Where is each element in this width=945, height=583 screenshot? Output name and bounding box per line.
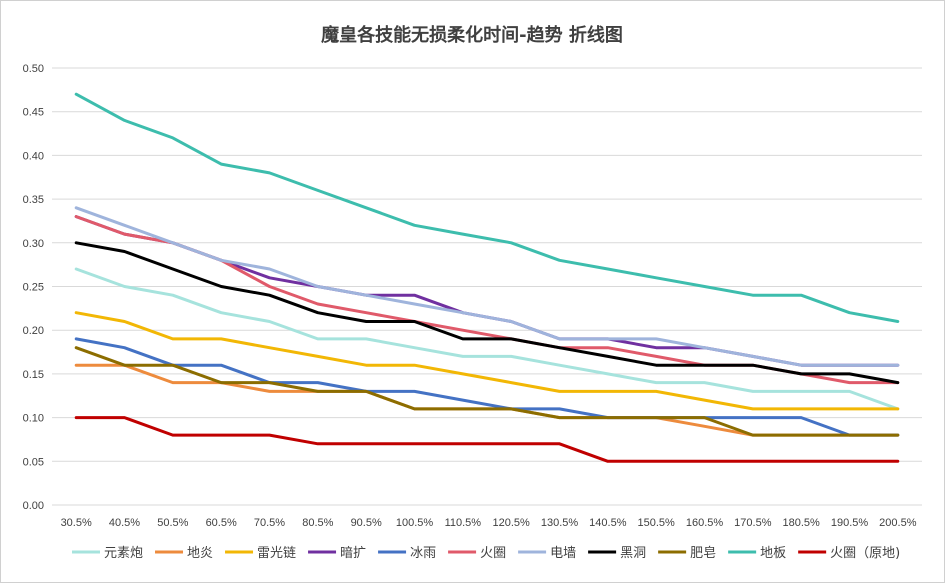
legend-label: 暗扩 (340, 546, 366, 561)
y-tick-label: 0.35 (23, 194, 44, 206)
series-line-2 (74, 311, 900, 411)
x-tick-label: 60.5% (206, 517, 237, 529)
y-axis-ticks: 0.00 0.05 0.10 0.15 0.20 0.25 0.30 0.35 0.40 0.45… (23, 63, 44, 512)
x-tick-label: 160.5% (686, 517, 724, 529)
series-line-0 (74, 267, 900, 411)
gridlines (52, 67, 922, 506)
chart-title: 魔皇各技能无损柔化时间-趋势 折线图 (321, 24, 623, 46)
x-tick-label: 90.5% (351, 517, 382, 529)
y-tick-label: 0.00 (23, 500, 44, 512)
x-tick-label: 150.5% (638, 517, 676, 529)
y-tick-label: 0.10 (23, 413, 44, 425)
legend-label: 冰雨 (410, 546, 436, 561)
y-tick-label: 0.40 (23, 150, 44, 162)
legend-label: 黑洞 (620, 546, 646, 561)
x-tick-label: 30.5% (61, 517, 92, 529)
x-tick-label: 100.5% (396, 517, 434, 529)
x-tick-label: 180.5% (783, 517, 821, 529)
y-tick-label: 0.30 (23, 238, 44, 250)
series-lines (74, 92, 900, 463)
x-tick-label: 140.5% (589, 517, 627, 529)
x-tick-label: 70.5% (254, 517, 285, 529)
x-tick-label: 40.5% (109, 517, 140, 529)
series-line-8 (74, 346, 900, 437)
y-tick-label: 0.20 (23, 325, 44, 337)
x-tick-label: 120.5% (493, 517, 531, 529)
x-tick-label: 200.5% (879, 517, 917, 529)
legend-label: 雷光链 (257, 546, 296, 561)
series-line-9 (74, 92, 900, 323)
x-tick-label: 130.5% (541, 517, 579, 529)
series-line-7 (74, 241, 900, 385)
series-line-10 (74, 416, 900, 463)
y-tick-label: 0.25 (23, 282, 44, 294)
legend: 元素炮 地炎 雷光链 暗扩 冰雨 火圈 电墙 黑洞 肥皂 地板 火圈（原地) (72, 546, 900, 561)
y-tick-label: 0.45 (23, 107, 44, 119)
legend-label: 肥皂 (690, 546, 716, 561)
series-line-6 (74, 206, 900, 367)
y-tick-label: 0.05 (23, 456, 44, 468)
x-tick-label: 80.5% (302, 517, 333, 529)
legend-label: 火圈（原地) (830, 546, 900, 561)
x-tick-label: 170.5% (734, 517, 772, 529)
series-line-4 (74, 337, 900, 437)
y-tick-label: 0.15 (23, 369, 44, 381)
legend-label: 元素炮 (104, 546, 143, 561)
x-tick-label: 190.5% (831, 517, 869, 529)
y-tick-label: 0.50 (23, 63, 44, 75)
x-tick-label: 110.5% (445, 517, 482, 529)
legend-label: 电墙 (550, 546, 576, 561)
legend-label: 地板 (760, 546, 786, 561)
x-tick-label: 50.5% (157, 517, 188, 529)
x-axis-ticks: 30.5% 40.5% 50.5% 60.5% 70.5% 80.5% 90.5% 100.5… (61, 517, 917, 529)
legend-label: 地炎 (187, 546, 213, 561)
legend-label: 火圈 (480, 546, 506, 561)
